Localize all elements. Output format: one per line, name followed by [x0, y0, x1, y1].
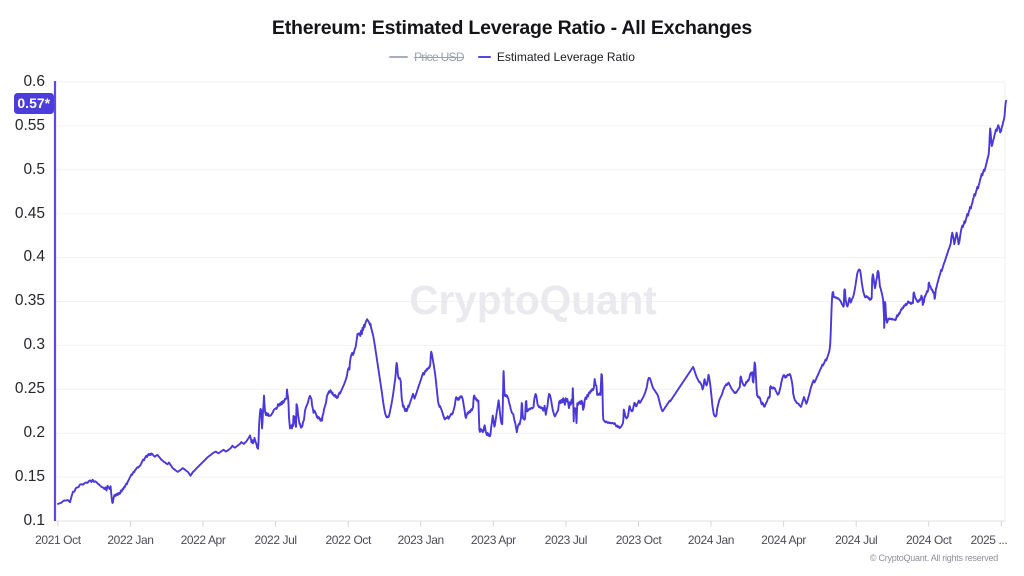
svg-text:CryptoQuant: CryptoQuant — [409, 277, 657, 323]
